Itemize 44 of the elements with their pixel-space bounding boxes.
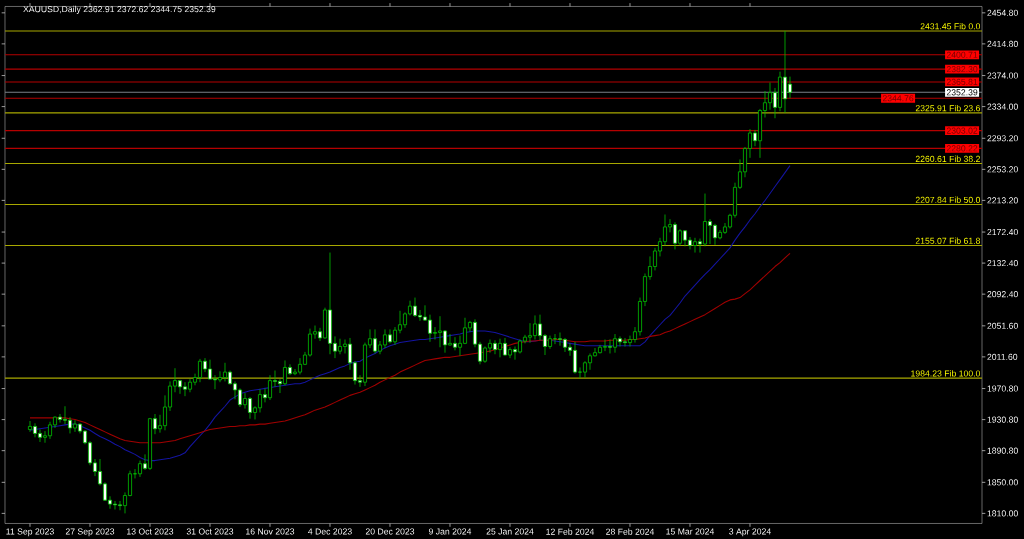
x-tick-label: 27 Sep 2023 [65,528,115,537]
ref-line-label: 2365.81 [946,78,978,85]
ref-line-label: 2280.22 [946,145,978,152]
y-tick-label: 2454.80 [987,9,1018,16]
y-tick-label: 2414.80 [987,40,1018,47]
ref-line-label: 2325.91 Fib 23.6 [915,104,981,112]
ref-line-label: 2303.02 [946,127,978,134]
x-tick-label: 20 Dec 2023 [365,528,415,535]
x-tick-label: 13 Oct 2023 [127,528,174,535]
y-tick-label: 2092.40 [987,291,1018,298]
ref-line-label: 2260.61 Fib 38.2 [915,155,980,162]
y-tick-label: 1970.80 [987,385,1018,392]
x-tick-label: 9 Jan 2024 [428,528,472,535]
y-tick-label: 2293.20 [987,135,1018,142]
x-tick-label: 16 Nov 2023 [246,528,295,535]
x-tick-label: 25 Jan 2024 [486,528,534,535]
chart-title: XAUUSD,Daily 2362.91 2372.62 2344.75 2352.39 [23,5,216,14]
ref-line-label: 2155.07 Fib 61.8 [915,237,981,244]
x-tick-label: 31 Oct 2023 [186,528,234,535]
x-tick-label: 12 Feb 2024 [546,528,595,535]
x-tick-label: 11 Sep 2023 [6,528,54,537]
ref-line-label: 2344.76 [882,95,914,102]
y-tick-label: 1850.00 [987,479,1018,486]
y-tick-label: 1890.80 [987,447,1018,454]
y-tick-label: 2011.60 [987,353,1018,360]
x-tick-label: 15 Mar 2024 [666,528,715,535]
ref-line-label: 2207.84 Fib 50.0 [915,196,981,203]
y-tick-label: 2172.40 [987,228,1018,236]
y-tick-label: 2213.20 [987,197,1018,204]
ref-line-label: 1984.23 Fib 100.0 [911,370,981,377]
y-tick-label: 1810.00 [987,510,1018,517]
ref-line-label: 2400.71 [946,51,978,58]
y-tick-label: 2132.40 [987,260,1018,267]
y-tick-label: 2334.00 [987,103,1018,110]
ref-line-label: 2352.39 [946,89,978,96]
x-tick-label: 3 Apr 2024 [729,528,771,537]
y-tick-label: 2051.60 [987,322,1018,329]
y-tick-label: 2374.00 [987,72,1018,79]
x-tick-label: 28 Feb 2024 [606,528,655,535]
x-tick-label: 4 Dec 2023 [308,528,352,535]
y-tick-label: 2253.20 [987,166,1018,173]
ref-line-label: 2382.30 [946,66,978,73]
ref-line-label: 2431.45 Fib 0.0 [920,23,981,30]
y-tick-label: 1930.80 [987,416,1018,423]
